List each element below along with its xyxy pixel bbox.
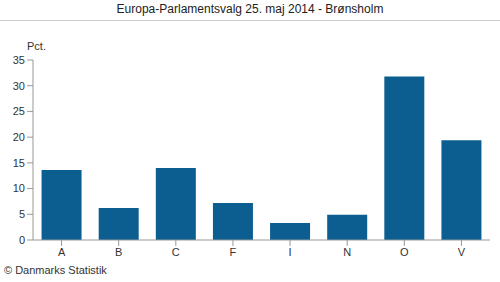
svg-text:B: B — [115, 246, 122, 258]
svg-text:10: 10 — [13, 182, 25, 194]
html-text:Pct.: Pct. — [27, 40, 46, 52]
svg-text:F: F — [230, 246, 237, 258]
svg-text:C: C — [172, 246, 180, 258]
svg-text:25: 25 — [13, 105, 25, 117]
svg-text:A: A — [58, 246, 66, 258]
html-text:Europa-Parlamentsvalg 25. maj: Europa-Parlamentsvalg 25. maj 2014 - Brø… — [116, 2, 384, 16]
html-text:© Danmarks Statistik: © Danmarks Statistik — [4, 264, 107, 276]
svg-text:15: 15 — [13, 157, 25, 169]
svg-text:N: N — [343, 246, 351, 258]
svg-text:20: 20 — [13, 131, 25, 143]
svg-text:30: 30 — [13, 80, 25, 92]
svg-text:5: 5 — [19, 208, 25, 220]
svg-text:V: V — [458, 246, 466, 258]
svg-text:35: 35 — [13, 54, 25, 66]
svg-text:I: I — [289, 246, 292, 258]
svg-text:O: O — [400, 246, 409, 258]
svg-text:0: 0 — [19, 234, 25, 246]
